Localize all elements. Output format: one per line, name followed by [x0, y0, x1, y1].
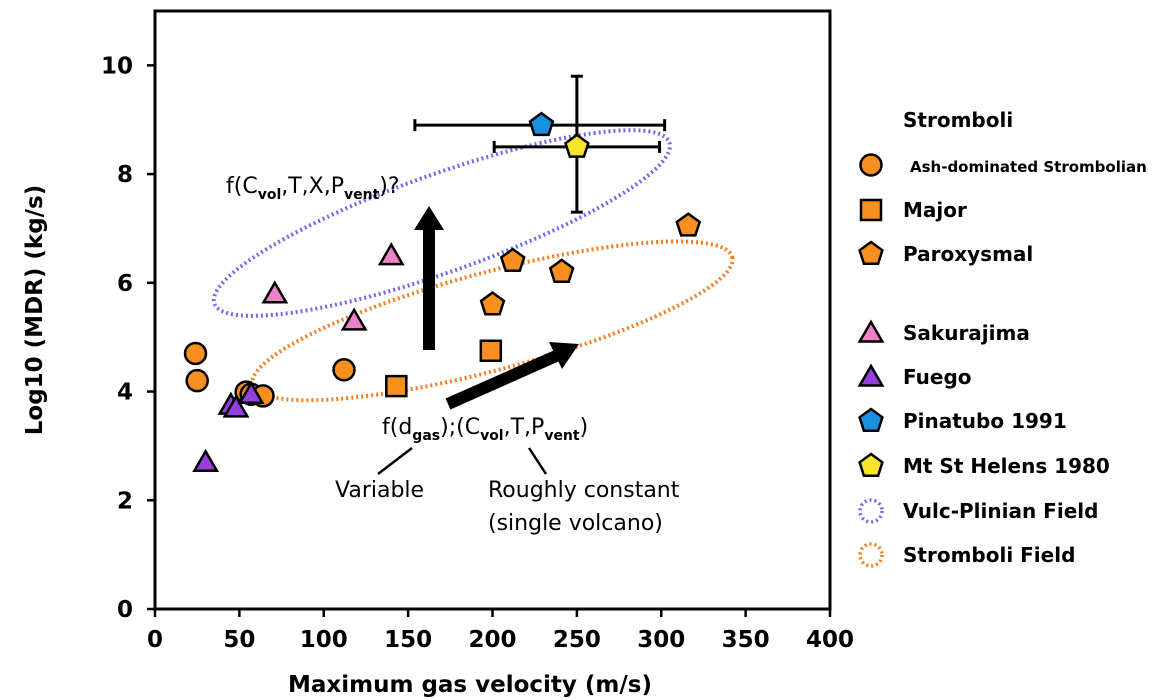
- lower-formula-mid1: );(C: [440, 415, 480, 440]
- sakurajima-point: [261, 280, 289, 304]
- y-axis-ticks: 0 2 4 6 8 10: [101, 53, 155, 623]
- vertical-arrow-head: [414, 206, 444, 230]
- paroxysmal-point: [499, 247, 526, 273]
- ash-dominated-strombolian-legend-marker: [859, 153, 883, 177]
- stromboli-field-legend-label: Stromboli Field: [903, 543, 1075, 567]
- upper-formula-mid: ,T,X,P: [281, 174, 344, 199]
- variable-pointer-line: [377, 447, 413, 475]
- lower-formula-suffix: ): [580, 415, 589, 440]
- vulc-plinian-field-ellipse: [211, 128, 672, 318]
- y-axis-label: Log10 (MDR) (kg/s): [22, 185, 48, 436]
- y-tick-label: 0: [117, 597, 133, 623]
- fuego-point: [237, 380, 265, 405]
- major-legend-label: Major: [903, 198, 967, 222]
- x-tick-label: 50: [223, 627, 255, 653]
- vulc-plinian-field-legend-label: Vulc-Plinian Field: [903, 499, 1098, 523]
- x-tick-label: 150: [384, 627, 432, 653]
- upper-formula-sub-vol: vol: [258, 187, 282, 203]
- paroxysmal-point: [675, 212, 702, 237]
- sakurajima-legend-label: Sakurajima: [903, 321, 1030, 345]
- x-tick-label: 0: [147, 627, 163, 653]
- paroxysmal-point: [479, 291, 506, 316]
- error-bars: [413, 74, 667, 214]
- paroxysmal-legend-label: Paroxysmal: [903, 242, 1033, 266]
- sakurajima-point: [340, 307, 368, 331]
- x-tick-label: 200: [468, 627, 516, 653]
- constant-pointer-line: [527, 447, 548, 475]
- ash-dominated-strombolian-legend-label: Ash-dominated Strombolian: [910, 158, 1147, 176]
- x-tick-label: 250: [553, 627, 601, 653]
- constant-annotation-line2: (single volcano): [488, 511, 663, 536]
- pinatubo-1991-point: [528, 111, 555, 137]
- trend-arrows: [377, 206, 579, 475]
- y-tick-label: 6: [117, 271, 133, 297]
- upper-formula-prefix: f(C: [226, 174, 258, 199]
- major-legend-marker: [859, 198, 883, 222]
- ash-dominated-strombolian-point: [332, 358, 356, 382]
- upper-formula-annotation: f(Cvol,T,X,Pvent)?: [226, 174, 400, 203]
- lower-formula-prefix: f(d: [382, 415, 412, 440]
- sakurajima-legend-marker: [857, 319, 885, 343]
- upper-formula-suffix: )?: [379, 174, 399, 199]
- lower-formula-mid2: ,T,P: [504, 415, 545, 440]
- variable-annotation: Variable: [335, 478, 424, 503]
- mt-st-helens-1980-point: [564, 133, 590, 158]
- paroxysmal-point: [548, 258, 575, 283]
- y-tick-label: 8: [117, 162, 133, 188]
- major-point: [479, 339, 503, 363]
- data-points: [183, 111, 702, 472]
- x-tick-label: 400: [806, 627, 854, 653]
- lower-formula-sub-vent: vent: [544, 428, 580, 444]
- field-ellipses: [211, 128, 735, 403]
- mt-st-helens-1980-legend-label: Mt St Helens 1980: [903, 454, 1110, 478]
- stromboli-field-legend-marker: [858, 542, 884, 568]
- x-axis-ticks: 0 50 100 150 200 250 300 350 400: [147, 609, 854, 653]
- pinatubo-1991-legend-label: Pinatubo 1991: [903, 409, 1067, 433]
- lower-formula-sub-vol: vol: [480, 428, 504, 444]
- major-point: [385, 374, 408, 398]
- y-tick-label: 10: [101, 53, 133, 79]
- fuego-legend-label: Fuego: [903, 365, 972, 389]
- x-tick-label: 100: [300, 627, 348, 653]
- stromboli-field-ellipse: [250, 239, 735, 403]
- fuego-point: [222, 394, 250, 418]
- constant-annotation-line1: Roughly constant: [488, 478, 680, 503]
- pinatubo-1991-legend-marker: [858, 407, 884, 432]
- fuego-legend-marker: [857, 363, 885, 387]
- vulc-plinian-field-legend-marker: [858, 498, 884, 524]
- x-tick-label: 300: [637, 627, 685, 653]
- upper-formula-sub-vent: vent: [344, 187, 380, 203]
- mt-st-helens-1980-legend-marker: [858, 452, 884, 477]
- x-axis-label: Maximum gas velocity (m/s): [288, 672, 652, 698]
- legend-title: Stromboli: [903, 108, 1013, 132]
- diagonal-arrow-shaft: [445, 350, 559, 410]
- paroxysmal-legend-marker: [858, 240, 884, 265]
- lower-formula-sub-gas: gas: [412, 428, 440, 444]
- legend: Stromboli Ash-dominated Strombolian Major…: [857, 108, 1147, 568]
- fuego-point: [192, 448, 220, 472]
- x-tick-label: 350: [722, 627, 770, 653]
- diagonal-arrow-head: [549, 342, 579, 369]
- y-tick-label: 4: [117, 380, 133, 406]
- ash-dominated-strombolian-point: [183, 341, 208, 366]
- sakurajima-point: [377, 242, 405, 266]
- ash-dominated-strombolian-point: [185, 368, 209, 393]
- y-tick-label: 2: [117, 488, 133, 514]
- lower-formula-annotation: f(dgas);(Cvol,T,Pvent): [382, 415, 588, 444]
